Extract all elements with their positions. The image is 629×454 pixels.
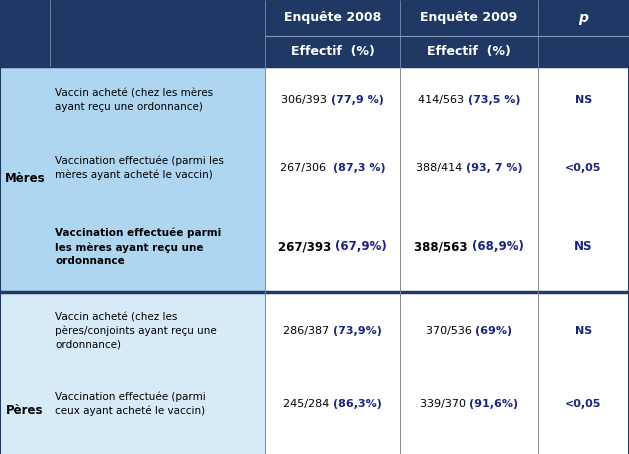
Bar [538,202,629,292]
Text: Vaccin acheté (chez les
pères/conjoints ayant reçu une
ordonnance): Vaccin acheté (chez les pères/conjoints … [55,312,217,350]
Text: (73,9%): (73,9%) [333,326,382,336]
Bar [400,134,538,202]
Text: <0,05: <0,05 [565,399,602,409]
Bar [0,0,629,36]
Bar [400,292,538,370]
Bar [538,438,629,454]
Bar [0,202,265,292]
Bar [400,370,538,438]
Text: p: p [579,11,589,25]
Text: 245/284: 245/284 [283,399,333,409]
Text: (77,9 %): (77,9 %) [331,95,384,105]
Bar [400,66,538,134]
Text: 339/370: 339/370 [420,399,469,409]
Text: Vaccination effectuée parmi
les mères ayant reçu une
ordonnance: Vaccination effectuée parmi les mères ay… [55,228,221,266]
Bar [265,370,400,438]
Text: (68,9%): (68,9%) [472,241,524,253]
Text: Vaccination effectuée (parmi les
mères ayant acheté le vaccin): Vaccination effectuée (parmi les mères a… [55,156,224,180]
Text: NS: NS [575,326,592,336]
Text: (69%): (69%) [475,326,512,336]
Text: Vaccination effectuée (parmi
ceux ayant acheté le vaccin): Vaccination effectuée (parmi ceux ayant … [55,392,206,416]
Bar [0,66,265,134]
Text: 267/393: 267/393 [278,241,335,253]
Text: Enquête 2008: Enquête 2008 [284,11,381,25]
Bar [265,66,400,134]
Text: Mères: Mères [4,173,45,186]
Text: Effectif  (%): Effectif (%) [291,44,374,58]
Text: 414/563: 414/563 [418,95,467,105]
Bar [265,292,400,370]
Text: Pères: Pères [6,404,44,416]
Bar [265,134,400,202]
Bar [265,438,400,454]
Text: Vaccin acheté (chez les mères
ayant reçu une ordonnance): Vaccin acheté (chez les mères ayant reçu… [55,88,213,112]
Text: NS: NS [575,95,592,105]
Bar [0,134,265,202]
Text: 306/393: 306/393 [281,95,331,105]
Bar [0,292,265,370]
Text: (86,3%): (86,3%) [333,399,382,409]
Text: 388/563: 388/563 [415,241,472,253]
Bar [0,36,629,66]
Text: (91,6%): (91,6%) [469,399,518,409]
Text: (87,3 %): (87,3 %) [333,163,386,173]
Text: Effectif  (%): Effectif (%) [427,44,511,58]
Bar [538,370,629,438]
Bar [538,134,629,202]
Text: Enquête 2009: Enquête 2009 [420,11,518,25]
Text: 370/536: 370/536 [426,326,475,336]
Bar [0,438,265,454]
Bar [400,438,538,454]
Text: <0,05: <0,05 [565,163,602,173]
Bar [538,66,629,134]
Bar [0,370,265,438]
Bar [265,202,400,292]
Text: 267/306: 267/306 [280,163,333,173]
Text: NS: NS [574,241,593,253]
Text: (93, 7 %): (93, 7 %) [465,163,522,173]
Text: (67,9%): (67,9%) [335,241,387,253]
Bar [538,292,629,370]
Bar [400,202,538,292]
Text: 388/414: 388/414 [416,163,465,173]
Text: (73,5 %): (73,5 %) [467,95,520,105]
Text: 286/387: 286/387 [283,326,333,336]
